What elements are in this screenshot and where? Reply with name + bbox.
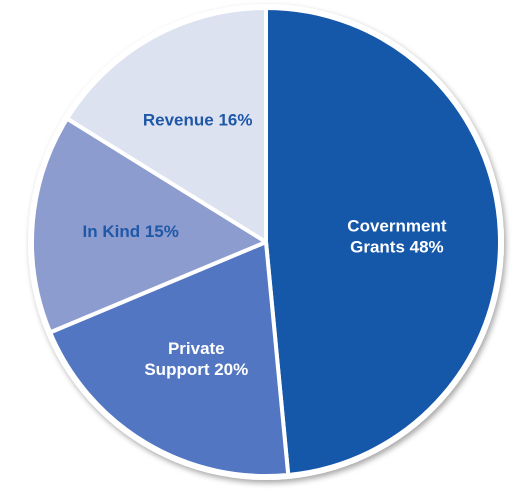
pie-label-0-line-0: Covernment <box>347 216 447 235</box>
pie-label-2: In Kind 15% <box>83 222 179 241</box>
pie-label-2-line-0: In Kind 15% <box>83 222 179 241</box>
pie-labels: Covernment Grants 48% Private Support 20% In… <box>83 110 447 379</box>
pie-label-1: Private Support 20% <box>144 339 248 379</box>
pie-slice-2 <box>30 116 268 335</box>
pie-slice-0 <box>264 6 502 477</box>
pie-label-0: Covernment Grants 48% <box>347 216 447 256</box>
pie-slices <box>30 6 502 478</box>
pie-label-1-line-0: Private <box>168 339 225 358</box>
pie-label-3: Revenue 16% <box>143 110 253 129</box>
pie-slice-3 <box>65 6 268 244</box>
pie-label-0-line-1: Grants 48% <box>350 237 444 256</box>
pie-label-3-line-0: Revenue 16% <box>143 110 253 129</box>
pie-label-1-line-1: Support 20% <box>144 360 248 379</box>
pie-slice-1 <box>48 240 291 478</box>
